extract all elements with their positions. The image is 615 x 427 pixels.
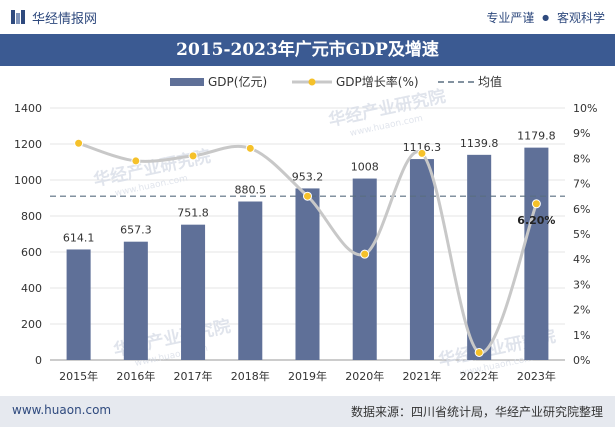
gdp-bar-label: 1008 — [351, 161, 379, 174]
gdp-bar-label: 953.2 — [292, 170, 324, 183]
footer-url: www.huaon.com — [12, 403, 112, 417]
growth-rate-point — [360, 249, 370, 259]
gdp-bar — [181, 224, 206, 360]
left-axis: 0 200 400 600 800 1000 1200 1400 — [14, 102, 42, 367]
gdp-bars — [66, 147, 549, 360]
brand-logo-icon — [11, 10, 25, 24]
growth-rate-point — [131, 156, 141, 166]
gdp-bar-label: 751.8 — [177, 207, 209, 220]
left-tick-label: 200 — [21, 318, 42, 331]
gdp-bar-label: 1139.8 — [460, 137, 499, 150]
right-tick-label: 6% — [573, 203, 590, 216]
brand-name: 华经情报网 — [32, 12, 98, 27]
right-axis: 0% 1% 2% 3% 4% 5% 6% 7% 8% 9% 10% — [573, 102, 597, 367]
x-tick-label: 2021年 — [402, 369, 441, 383]
x-axis: 2015年 2016年 2017年 2018年 2019年 2020年 2021年 2022年… — [59, 369, 556, 383]
gdp-bar — [409, 159, 434, 360]
gdp-bar — [524, 147, 549, 360]
left-tick-label: 400 — [21, 282, 42, 295]
x-tick-label: 2023年 — [517, 369, 556, 383]
gdp-bar-label: 1116.3 — [403, 141, 442, 154]
gdp-bar — [238, 201, 263, 360]
gdp-bar — [295, 188, 320, 360]
x-tick-label: 2018年 — [231, 369, 270, 383]
x-tick-label: 2019年 — [288, 369, 327, 383]
gdp-bar — [467, 154, 492, 360]
gdp-bar-label: 1179.8 — [517, 130, 556, 143]
tag-objective: 客观科学 — [556, 11, 605, 25]
tag-separator: ● — [542, 13, 550, 22]
left-tick-label: 1400 — [14, 102, 42, 115]
left-tick-label: 0 — [35, 354, 42, 367]
gdp-bar — [66, 249, 91, 360]
header-bar: 华经情报网 专业严谨 ● 客观科学 — [0, 0, 615, 34]
gdp-bar-label: 614.1 — [63, 231, 95, 244]
right-tick-label: 7% — [573, 178, 590, 191]
right-tick-label: 10% — [573, 102, 597, 115]
left-tick-label: 600 — [21, 246, 42, 259]
legend-rate-marker — [308, 78, 316, 86]
left-tick-label: 1200 — [14, 138, 42, 151]
right-tick-label: 2% — [573, 304, 590, 317]
tag-professional: 专业严谨 — [486, 11, 535, 25]
gdp-bar — [123, 241, 148, 360]
left-tick-label: 1000 — [14, 174, 42, 187]
right-tick-label: 0% — [573, 354, 590, 367]
legend-avg-label: 均值 — [478, 74, 502, 89]
chart-title: 2015-2023年广元市GDP及增速 — [176, 40, 439, 60]
right-tick-label: 9% — [573, 127, 590, 140]
left-tick-label: 800 — [21, 210, 42, 223]
growth-rate-point — [474, 347, 484, 357]
right-tick-label: 5% — [573, 228, 590, 241]
growth-rate-point — [417, 148, 427, 158]
legend-rate-label: GDP增长率(%) — [336, 74, 419, 89]
growth-rate-point — [531, 199, 541, 209]
growth-rate-point — [74, 138, 84, 148]
growth-rate-label: 6.20% — [517, 214, 555, 227]
gdp-bar-label: 657.3 — [120, 224, 152, 237]
gdp-bar-labels: 614.1 657.3 751.8 880.5 953.2 1008 1116.3 1139.… — [63, 130, 556, 245]
x-tick-label: 2016年 — [116, 369, 155, 383]
right-tick-label: 3% — [573, 278, 590, 291]
legend-gdp-swatch — [170, 78, 204, 86]
x-tick-label: 2017年 — [174, 369, 213, 383]
title-bar: 2015-2023年广元市GDP及增速 — [0, 34, 615, 66]
right-tick-label: 8% — [573, 152, 590, 165]
growth-rate-point — [303, 191, 312, 201]
growth-rate-point — [245, 143, 255, 153]
footer-bar: www.huaon.com 数据来源：四川省统计局，华经产业研究院整理 — [0, 396, 615, 427]
chart-area: GDP(亿元) GDP增长率(%) 均值 华经产业研究院www.huaon.co… — [14, 74, 597, 383]
footer-source: 数据来源：四川省统计局，华经产业研究院整理 — [350, 405, 603, 419]
x-tick-label: 2015年 — [59, 369, 98, 383]
legend: GDP(亿元) GDP增长率(%) 均值 — [170, 74, 502, 89]
right-tick-label: 1% — [573, 329, 590, 342]
header-tags: 专业严谨 ● 客观科学 — [486, 9, 605, 26]
x-tick-label: 2020年 — [345, 369, 384, 383]
growth-rate-line-group: 6.20% — [74, 138, 555, 357]
legend-gdp-label: GDP(亿元) — [208, 74, 267, 89]
right-tick-label: 4% — [573, 253, 590, 266]
growth-rate-point — [188, 151, 198, 161]
gdp-bar — [352, 178, 377, 360]
gdp-bar-label: 880.5 — [235, 184, 267, 197]
x-tick-label: 2022年 — [460, 369, 499, 383]
